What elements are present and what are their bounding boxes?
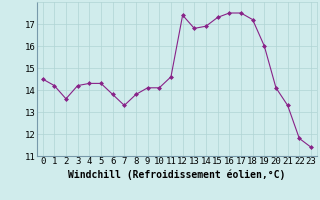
X-axis label: Windchill (Refroidissement éolien,°C): Windchill (Refroidissement éolien,°C) xyxy=(68,169,285,180)
